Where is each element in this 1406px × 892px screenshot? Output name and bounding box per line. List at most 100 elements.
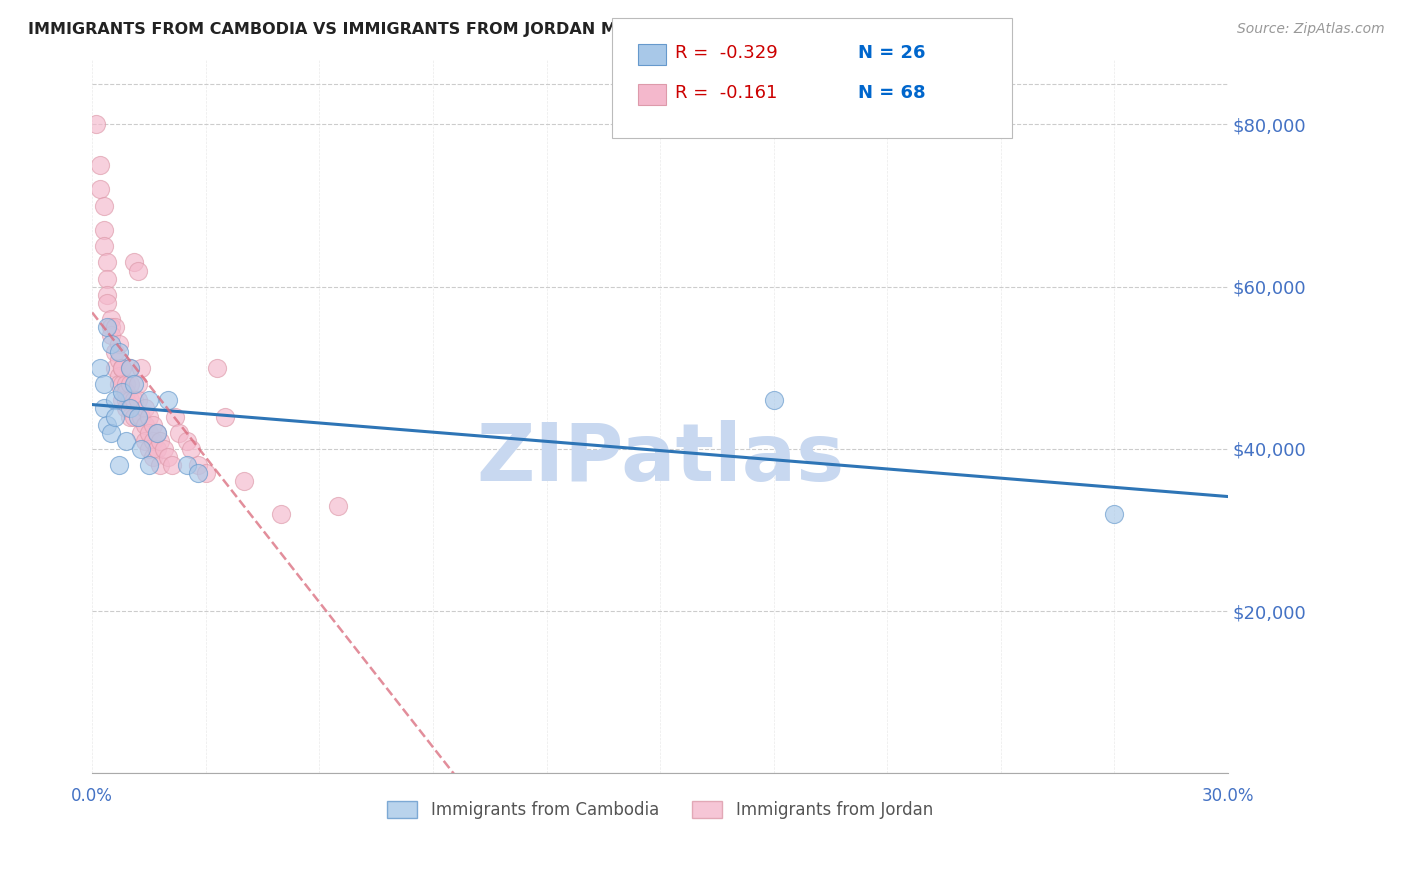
- Point: [118, 393, 141, 408]
- Point: [118, 377, 141, 392]
- Point: [138, 458, 160, 473]
- Point: [127, 409, 149, 424]
- Point: [138, 425, 160, 440]
- Point: [153, 442, 176, 456]
- Point: [762, 393, 785, 408]
- Point: [96, 320, 118, 334]
- Legend: Immigrants from Cambodia, Immigrants from Jordan: Immigrants from Cambodia, Immigrants fro…: [381, 794, 939, 826]
- Point: [118, 360, 141, 375]
- Point: [107, 352, 129, 367]
- Point: [131, 409, 153, 424]
- Point: [232, 475, 254, 489]
- Point: [96, 255, 118, 269]
- Point: [122, 393, 145, 408]
- Text: N = 26: N = 26: [858, 44, 925, 62]
- Point: [104, 393, 127, 408]
- Text: ZIPatlas: ZIPatlas: [477, 420, 844, 499]
- Point: [111, 360, 134, 375]
- Point: [176, 458, 198, 473]
- Point: [115, 434, 138, 448]
- Point: [122, 255, 145, 269]
- Point: [165, 409, 187, 424]
- Point: [134, 417, 156, 432]
- Point: [104, 360, 127, 375]
- Point: [145, 425, 167, 440]
- Point: [93, 223, 115, 237]
- Point: [100, 312, 122, 326]
- Point: [180, 442, 202, 456]
- Point: [176, 434, 198, 448]
- Point: [1104, 507, 1126, 521]
- Point: [96, 296, 118, 310]
- Point: [328, 499, 350, 513]
- Point: [115, 393, 138, 408]
- Point: [127, 393, 149, 408]
- Point: [118, 401, 141, 416]
- Point: [93, 377, 115, 392]
- Point: [104, 320, 127, 334]
- Point: [100, 328, 122, 343]
- Point: [118, 409, 141, 424]
- Point: [89, 158, 111, 172]
- Point: [93, 239, 115, 253]
- Point: [145, 442, 167, 456]
- Point: [111, 393, 134, 408]
- Point: [142, 417, 165, 432]
- Text: R =  -0.329: R = -0.329: [675, 44, 778, 62]
- Point: [89, 182, 111, 196]
- Text: N = 68: N = 68: [858, 84, 925, 102]
- Point: [149, 458, 172, 473]
- Point: [131, 360, 153, 375]
- Point: [96, 417, 118, 432]
- Point: [93, 199, 115, 213]
- Point: [111, 377, 134, 392]
- Point: [107, 368, 129, 383]
- Point: [96, 271, 118, 285]
- Point: [160, 458, 183, 473]
- Point: [100, 320, 122, 334]
- Point: [131, 442, 153, 456]
- Point: [118, 360, 141, 375]
- Point: [107, 344, 129, 359]
- Point: [187, 458, 209, 473]
- Point: [149, 434, 172, 448]
- Text: IMMIGRANTS FROM CAMBODIA VS IMMIGRANTS FROM JORDAN MEDIAN EARNINGS CORRELATION C: IMMIGRANTS FROM CAMBODIA VS IMMIGRANTS F…: [28, 22, 970, 37]
- Point: [167, 425, 190, 440]
- Point: [138, 393, 160, 408]
- Point: [194, 467, 217, 481]
- Point: [84, 118, 107, 132]
- Point: [138, 442, 160, 456]
- Point: [156, 393, 179, 408]
- Point: [100, 425, 122, 440]
- Point: [115, 401, 138, 416]
- Point: [96, 288, 118, 302]
- Point: [145, 425, 167, 440]
- Point: [205, 360, 228, 375]
- Point: [142, 450, 165, 464]
- Point: [107, 458, 129, 473]
- Point: [122, 377, 145, 392]
- Text: Source: ZipAtlas.com: Source: ZipAtlas.com: [1237, 22, 1385, 37]
- Point: [107, 336, 129, 351]
- Point: [187, 467, 209, 481]
- Point: [104, 409, 127, 424]
- Point: [134, 434, 156, 448]
- Point: [127, 377, 149, 392]
- Text: R =  -0.161: R = -0.161: [675, 84, 778, 102]
- Point: [142, 434, 165, 448]
- Point: [131, 425, 153, 440]
- Point: [107, 377, 129, 392]
- Point: [134, 401, 156, 416]
- Point: [122, 409, 145, 424]
- Point: [100, 336, 122, 351]
- Point: [111, 385, 134, 400]
- Point: [127, 263, 149, 277]
- Point: [104, 344, 127, 359]
- Point: [270, 507, 292, 521]
- Point: [115, 377, 138, 392]
- Point: [138, 409, 160, 424]
- Point: [111, 360, 134, 375]
- Point: [214, 409, 236, 424]
- Point: [156, 450, 179, 464]
- Point: [89, 360, 111, 375]
